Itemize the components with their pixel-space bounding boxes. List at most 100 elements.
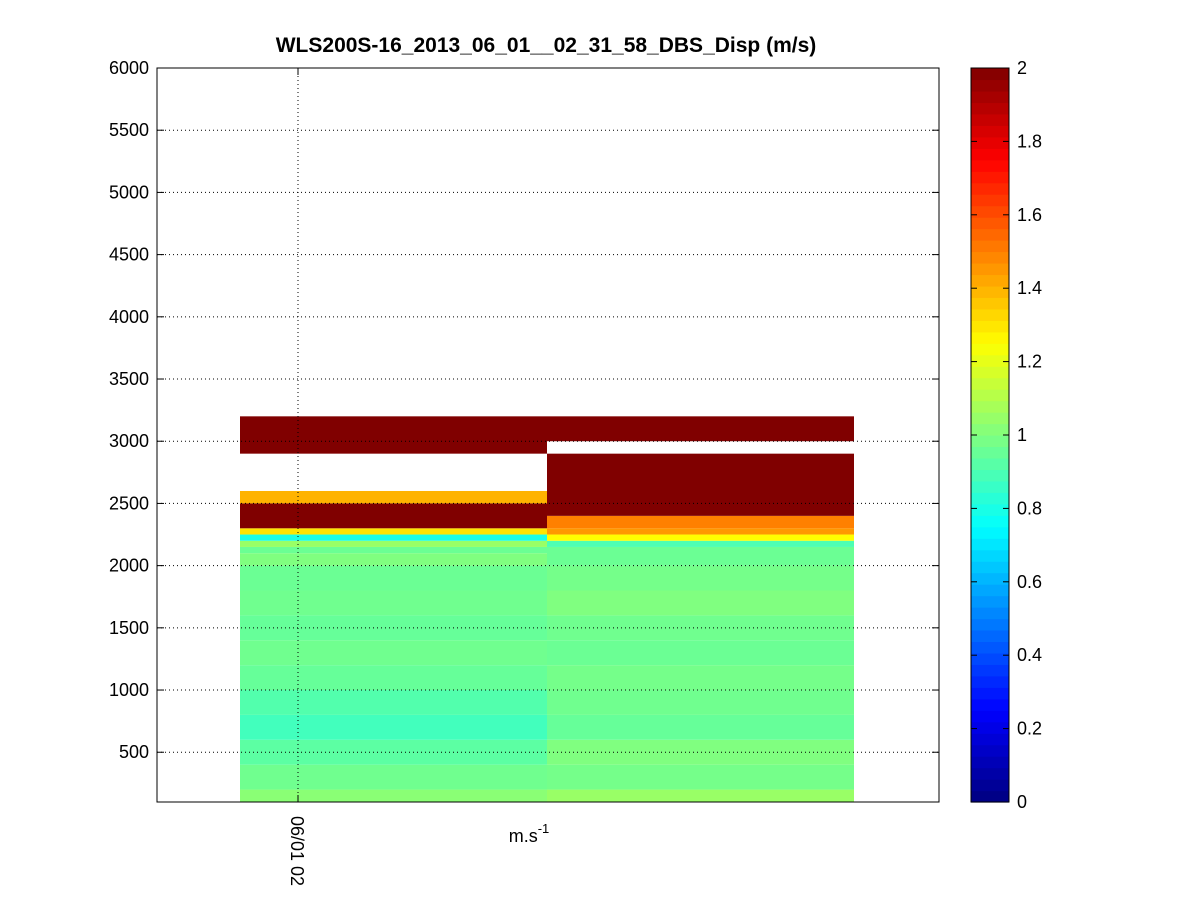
colorbar-tick-label: 0.2	[1017, 719, 1042, 739]
colorbar-tick-label: 0.8	[1017, 498, 1042, 518]
heatmap-cell	[240, 534, 547, 541]
colorbar-tick-label: 1.4	[1017, 278, 1042, 298]
heatmap-cell	[547, 615, 854, 641]
y-tick-label: 5500	[109, 120, 149, 140]
colorbar-swatch	[971, 618, 1009, 631]
colorbar-swatch	[971, 331, 1009, 344]
heatmap-cell	[547, 565, 854, 591]
colorbar-swatch	[971, 767, 1009, 780]
heatmap-cell	[240, 553, 547, 566]
colorbar-tick-label: 0.6	[1017, 572, 1042, 592]
y-tick-label: 1500	[109, 618, 149, 638]
colorbar-swatch	[971, 698, 1009, 711]
heatmap-cell	[547, 540, 854, 547]
x-axis-label: m.s-1	[509, 821, 550, 846]
y-tick-label: 500	[119, 742, 149, 762]
colorbar-swatch	[971, 366, 1009, 379]
colorbar-swatch	[971, 779, 1009, 792]
heatmap-cell	[547, 640, 854, 666]
plot-area: 500 1000 1500 2000 2500 3000 3500 4000 4500 5000 5…	[109, 58, 940, 886]
colorbar-swatch	[971, 251, 1009, 264]
colorbar: 0 0.2 0.4 0.6 0.8 1 1.2 1.4 1.6 1.8 2	[970, 58, 1042, 812]
y-tick-label: 4000	[109, 307, 149, 327]
y-tick-label: 6000	[109, 58, 149, 78]
x-tick-label: 06/01 02	[287, 816, 307, 886]
colorbar-swatch	[971, 412, 1009, 425]
colorbar-tick-label: 1.6	[1017, 205, 1042, 225]
heatmap-cell	[547, 739, 854, 765]
colorbar-tick-label: 1.8	[1017, 131, 1042, 151]
colorbar-swatch	[971, 159, 1009, 172]
colorbar-swatch	[971, 515, 1009, 528]
colorbar-swatch	[971, 171, 1009, 184]
colorbar-swatch	[971, 629, 1009, 643]
colorbar-swatch	[971, 136, 1009, 149]
colorbar-swatch	[971, 125, 1009, 138]
colorbar-swatch	[971, 400, 1009, 413]
colorbar-swatch	[971, 423, 1009, 436]
colorbar-swatch	[971, 710, 1009, 723]
heatmap-cell	[240, 590, 547, 616]
heatmap-cell	[240, 540, 547, 547]
y-tick-label: 3000	[109, 431, 149, 451]
colorbar-swatch	[971, 561, 1009, 574]
heatmap-cell	[547, 690, 854, 715]
x-axis-label-exponent: -1	[538, 821, 550, 836]
colorbar-swatch	[971, 68, 1009, 81]
colorbar-swatch	[971, 744, 1009, 757]
heatmap-cell	[547, 714, 854, 740]
colorbar-swatch	[971, 194, 1009, 207]
colorbar-swatch	[971, 549, 1009, 562]
colorbar-swatch	[971, 354, 1009, 367]
colorbar-swatch	[971, 607, 1009, 620]
colorbar-swatch	[971, 228, 1009, 241]
heatmap-cell	[240, 528, 547, 535]
colorbar-swatch	[971, 262, 1009, 276]
colorbar-swatch	[971, 641, 1009, 654]
colorbar-swatch	[971, 285, 1009, 298]
heatmap-cell	[240, 503, 547, 529]
heatmap-cell	[240, 416, 547, 454]
heatmap-cell	[240, 640, 547, 666]
colorbar-swatch	[971, 297, 1009, 310]
colorbar-swatch	[971, 652, 1009, 665]
colorbar-swatch	[971, 79, 1009, 92]
colorbar-swatch	[971, 90, 1009, 104]
heatmap-cell	[240, 490, 547, 504]
heatmap-cell	[547, 590, 854, 616]
colorbar-swatch	[971, 308, 1009, 321]
colorbar-swatch	[971, 538, 1009, 551]
colorbar-swatch	[971, 182, 1009, 195]
colorbar-swatch	[971, 446, 1009, 459]
colorbar-tick-label: 0	[1017, 792, 1027, 812]
heatmap-cell	[240, 565, 547, 591]
heatmap-cell	[240, 546, 547, 554]
colorbar-swatch	[971, 480, 1009, 493]
heatmap-cell	[547, 789, 854, 802]
y-tick-label: 2000	[109, 556, 149, 576]
y-tick-label: 5000	[109, 182, 149, 202]
colorbar-swatch	[971, 687, 1009, 700]
colorbar-swatch	[971, 102, 1009, 115]
heatmap-cell	[240, 789, 547, 802]
colorbar-swatch	[971, 721, 1009, 734]
colorbar-swatch	[971, 320, 1009, 333]
colorbar-swatch	[971, 274, 1009, 287]
colorbar-swatch	[971, 389, 1009, 402]
colorbar-swatch	[971, 492, 1009, 505]
heatmap-cell	[547, 528, 854, 535]
colorbar-swatch	[971, 595, 1009, 608]
colorbar-swatch	[971, 205, 1009, 218]
colorbar-swatch	[971, 503, 1009, 516]
heatmap-cell	[240, 690, 547, 715]
colorbar-swatch	[971, 733, 1009, 746]
chart-title: WLS200S-16_2013_06_01__02_31_58_DBS_Disp…	[276, 34, 817, 57]
heatmap-cell	[547, 515, 854, 529]
colorbar-swatch	[971, 435, 1009, 448]
heatmap-cell	[547, 416, 854, 442]
colorbar-swatch	[971, 240, 1009, 253]
colorbar-tick-label: 0.4	[1017, 645, 1042, 665]
heatmap-cell	[547, 665, 854, 691]
plot-frame	[156, 67, 940, 803]
